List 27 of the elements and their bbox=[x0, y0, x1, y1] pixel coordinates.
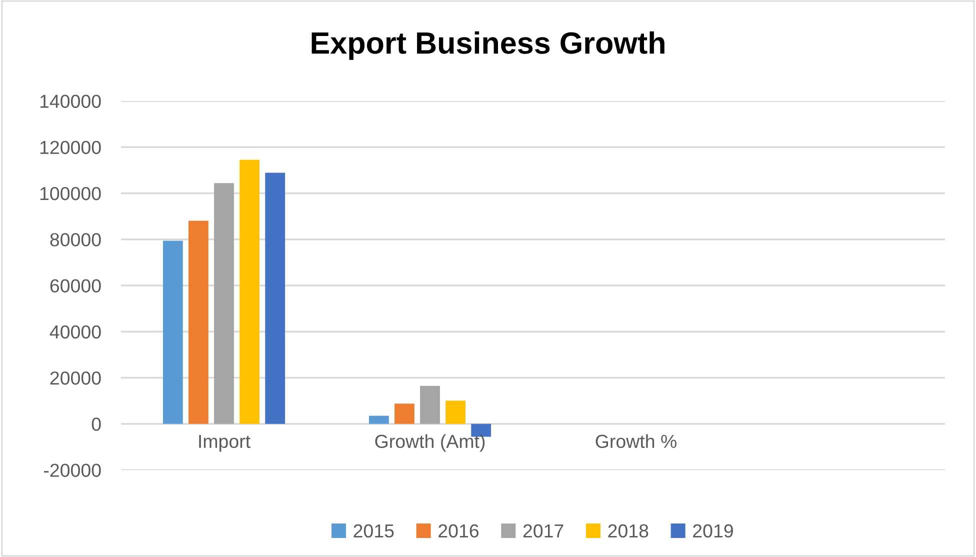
legend-label: 2019 bbox=[693, 524, 733, 538]
y-tick-label: 80000 bbox=[50, 233, 101, 246]
y-tick-label: 40000 bbox=[50, 325, 101, 339]
x-tick-label: Growth % bbox=[596, 434, 676, 448]
y-tick-label: 100000 bbox=[40, 186, 101, 200]
bar bbox=[420, 386, 440, 424]
legend-label: 2018 bbox=[608, 524, 648, 538]
y-tick-label: 60000 bbox=[50, 279, 101, 292]
x-tick-label: Import bbox=[199, 434, 250, 452]
bar bbox=[446, 400, 466, 424]
x-tick-label: Growth (Amt) bbox=[375, 434, 485, 452]
y-tick-label: -20000 bbox=[44, 464, 101, 477]
bar bbox=[368, 416, 389, 424]
y-tick-label: 20000 bbox=[50, 371, 101, 385]
bar bbox=[188, 220, 208, 424]
y-tick-label: 120000 bbox=[40, 140, 101, 154]
bar bbox=[265, 172, 286, 424]
chart-title: Export Business Growth bbox=[312, 31, 664, 60]
bar bbox=[240, 160, 260, 424]
legend-label: 2017 bbox=[523, 524, 564, 538]
bar bbox=[394, 404, 414, 424]
bar bbox=[162, 240, 183, 424]
legend-label: 2016 bbox=[438, 524, 479, 538]
legend-label: 2015 bbox=[354, 524, 394, 538]
y-tick-label: 140000 bbox=[40, 94, 101, 108]
y-tick-label: 0 bbox=[92, 418, 101, 431]
bar bbox=[214, 183, 234, 424]
